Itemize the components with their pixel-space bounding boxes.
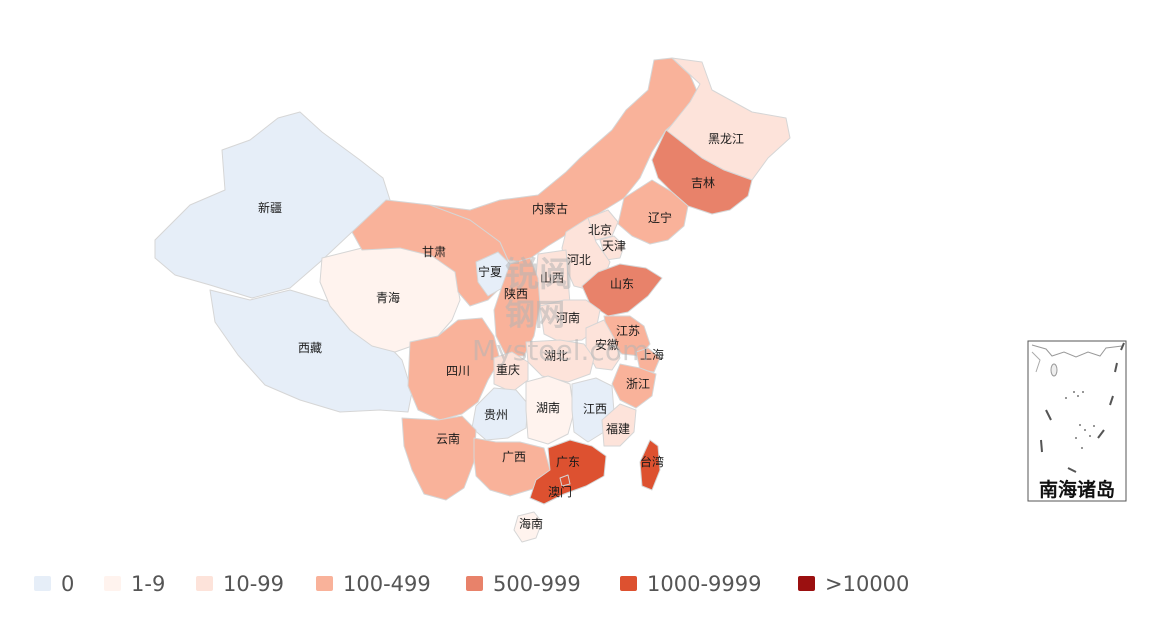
province-辽宁[interactable]: [617, 179, 689, 245]
provinces-layer: [154, 57, 791, 543]
province-label: 辽宁: [648, 210, 672, 225]
inset-title: 南海诸岛: [1039, 478, 1115, 501]
legend-item[interactable]: 1000-9999: [620, 572, 761, 596]
province-label: 吉林: [691, 176, 715, 190]
province-澳门[interactable]: [559, 474, 571, 487]
legend-item[interactable]: 0: [34, 572, 74, 596]
legend-item[interactable]: 1-9: [104, 572, 165, 596]
legend-swatch: [466, 576, 483, 591]
province-label: 澳门: [548, 484, 572, 499]
province-海南[interactable]: [513, 511, 543, 543]
legend-item[interactable]: 10-99: [196, 572, 284, 596]
south-china-sea-inset: 南海诸岛: [1027, 340, 1127, 502]
inset-islands: [1065, 391, 1095, 449]
inset-frame: [1027, 340, 1127, 502]
province-吉林[interactable]: [651, 129, 753, 215]
legend-swatch: [196, 576, 213, 591]
province-label: 河南: [556, 310, 580, 325]
province-label: 内蒙古: [532, 201, 568, 216]
province-湖南[interactable]: [525, 375, 575, 445]
watermark-line1: 锐阅: [505, 255, 573, 295]
legend-label: 1000-9999: [647, 572, 761, 596]
legend-item[interactable]: 100-499: [316, 572, 431, 596]
province-label: 广东: [556, 455, 580, 469]
legend-label: 10-99: [223, 572, 284, 596]
legend-label: 1-9: [131, 572, 165, 596]
province-label: 河北: [567, 253, 591, 267]
legend-swatch: [316, 576, 333, 591]
province-label: 山西: [540, 271, 564, 285]
legend-swatch: [798, 576, 815, 591]
inset-island-hainan: [1050, 363, 1058, 377]
inset-coastline: [1031, 344, 1123, 358]
province-云南[interactable]: [401, 415, 477, 501]
province-label: 天津: [602, 239, 626, 253]
province-浙江[interactable]: [611, 363, 657, 409]
province-湖北[interactable]: [525, 339, 595, 383]
province-label: 安徽: [595, 337, 619, 352]
province-label: 广西: [502, 450, 526, 464]
legend-swatch: [620, 576, 637, 591]
province-label: 重庆: [496, 363, 520, 377]
province-label: 海南: [519, 516, 543, 531]
province-label: 湖南: [536, 400, 560, 415]
province-label: 福建: [606, 421, 630, 436]
province-新疆[interactable]: [154, 111, 391, 299]
province-label: 北京: [588, 223, 612, 237]
province-广东[interactable]: [529, 439, 607, 505]
province-label: 贵州: [484, 408, 508, 422]
inset-coast-left: [1031, 351, 1041, 373]
province-上海[interactable]: [635, 347, 661, 373]
province-label: 甘肃: [422, 245, 446, 259]
province-label: 陕西: [504, 286, 528, 301]
province-label: 山东: [610, 277, 634, 291]
province-label: 新疆: [258, 200, 282, 215]
legend-label: 100-499: [343, 572, 431, 596]
province-label: 台湾: [640, 454, 664, 469]
province-台湾[interactable]: [639, 439, 661, 491]
province-label: 宁夏: [478, 264, 502, 279]
legend: 0 1-9 10-99 100-499 500-999 1000-9999 >10000: [34, 572, 909, 596]
province-label: 湖北: [544, 348, 568, 363]
province-福建[interactable]: [601, 403, 637, 447]
watermark-line3: Mysteel.com: [472, 334, 649, 367]
inset-dashline: [1040, 342, 1125, 473]
province-label: 西藏: [298, 341, 322, 355]
province-label: 青海: [376, 290, 400, 305]
province-贵州[interactable]: [471, 387, 529, 441]
province-重庆[interactable]: [493, 351, 529, 393]
province-label: 四川: [446, 364, 470, 378]
province-label: 云南: [436, 431, 460, 446]
legend-label: 500-999: [493, 572, 581, 596]
legend-label: 0: [61, 572, 74, 596]
watermark: 锐阅 钢网 Mysteel.com: [472, 255, 649, 367]
province-label: 江西: [583, 402, 607, 416]
province-label: 江苏: [616, 324, 640, 338]
legend-swatch: [104, 576, 121, 591]
legend-item[interactable]: >10000: [798, 572, 909, 596]
province-label: 浙江: [626, 377, 650, 391]
province-label: 上海: [640, 347, 664, 362]
legend-item[interactable]: 500-999: [466, 572, 581, 596]
watermark-line2: 钢网: [505, 298, 565, 333]
province-陕西[interactable]: [493, 257, 541, 357]
province-label: 黑龙江: [708, 132, 744, 146]
legend-label: >10000: [825, 572, 909, 596]
province-四川[interactable]: [407, 317, 501, 421]
legend-swatch: [34, 576, 51, 591]
